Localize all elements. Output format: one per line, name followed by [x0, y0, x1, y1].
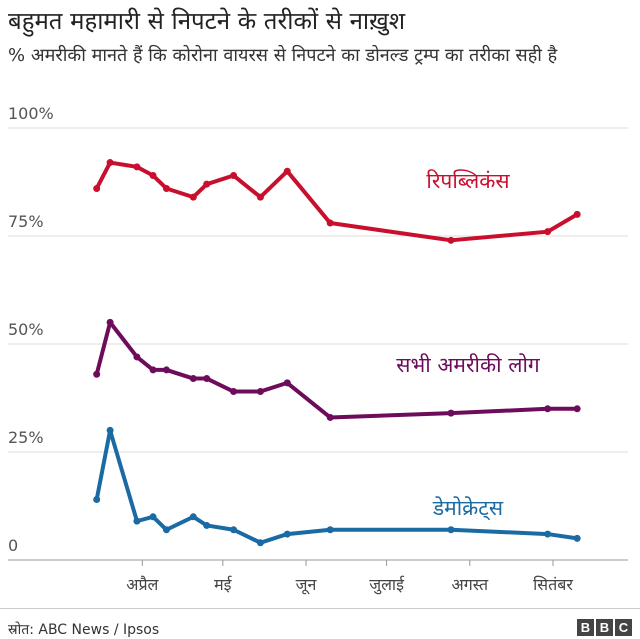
chart-subtitle: % अमरीकी मानते हैं कि कोरोना वायरस से नि…	[8, 45, 558, 66]
data-point	[203, 180, 211, 188]
data-point	[256, 539, 264, 547]
data-point	[133, 353, 141, 361]
data-point	[283, 167, 291, 175]
source-note: स्रोत: ABC News / Ipsos	[8, 622, 160, 638]
logo-letter: C	[615, 619, 632, 636]
series-label-layer: रिपब्लिकंस सभी अमरीकी लोग डेमोक्रेट्स	[396, 169, 541, 521]
data-point	[133, 517, 141, 525]
data-point	[256, 388, 264, 396]
data-point	[283, 530, 291, 538]
data-point	[544, 405, 552, 413]
y-tick-label: 25%	[8, 428, 44, 447]
grid-layer	[8, 127, 628, 561]
series-line	[94, 428, 580, 545]
x-tick-label: जून	[296, 575, 318, 595]
data-point	[447, 409, 455, 417]
data-point	[106, 318, 114, 326]
series-label: सभी अमरीकी लोग	[396, 353, 541, 377]
data-point	[133, 163, 141, 171]
x-tick-label: जुलाई	[369, 575, 405, 595]
data-point	[162, 526, 170, 534]
data-point	[189, 193, 197, 201]
x-tick-label: अगस्त	[452, 575, 489, 594]
data-point	[149, 172, 157, 180]
data-point	[544, 228, 552, 236]
data-point	[189, 513, 197, 521]
x-tick-label: अप्रैल	[126, 575, 159, 594]
line-chart: 100% 75% 50% 25% 0 अप्रैल मई जून जुलाई अगस्त सितंब…	[8, 104, 628, 595]
data-point	[230, 172, 238, 180]
data-point	[189, 375, 197, 383]
series-layer	[93, 159, 581, 547]
data-point	[230, 388, 238, 396]
data-point	[93, 496, 101, 504]
data-point	[93, 370, 101, 378]
data-point	[326, 413, 334, 421]
data-point	[447, 526, 455, 534]
data-point	[162, 366, 170, 374]
y-tick-label: 75%	[8, 212, 44, 231]
chart-title: बहुमत महामारी से निपटने के तरीकों से नाख…	[8, 7, 406, 35]
data-point	[573, 534, 581, 542]
bbc-logo: B B C	[577, 619, 632, 636]
data-point	[573, 405, 581, 413]
logo-letter: B	[577, 619, 594, 636]
footer-divider	[0, 608, 640, 609]
data-point	[256, 193, 264, 201]
logo-letter: B	[596, 619, 613, 636]
axis-layer: 100% 75% 50% 25% 0 अप्रैल मई जून जुलाई अगस्त सितंब…	[8, 104, 573, 595]
data-point	[573, 210, 581, 218]
x-tick-label: सितंबर	[533, 575, 573, 594]
data-point	[149, 366, 157, 374]
data-point	[326, 526, 334, 534]
y-tick-label: 50%	[8, 320, 44, 339]
data-point	[544, 530, 552, 538]
x-tick-label: मई	[214, 575, 233, 594]
y-tick-label: 100%	[8, 104, 54, 123]
data-point	[203, 375, 211, 383]
data-point	[283, 379, 291, 387]
series-label: रिपब्लिकंस	[426, 169, 510, 193]
y-tick-label: 0	[8, 536, 18, 555]
data-point	[149, 513, 157, 521]
data-point	[106, 159, 114, 167]
data-point	[447, 236, 455, 244]
data-point	[162, 184, 170, 192]
data-point	[106, 426, 114, 434]
data-point	[230, 526, 238, 534]
data-point	[93, 184, 101, 192]
data-point	[326, 219, 334, 227]
series-label: डेमोक्रेट्स	[432, 496, 504, 521]
data-point	[203, 521, 211, 529]
